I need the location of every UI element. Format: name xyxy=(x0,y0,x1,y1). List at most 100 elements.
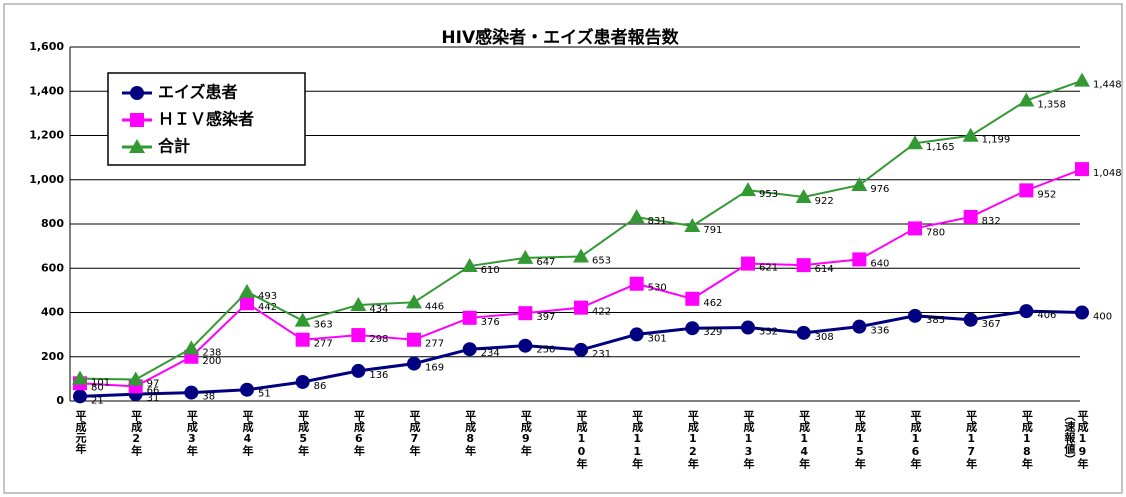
data-label: 169 xyxy=(425,363,444,374)
point xyxy=(72,370,88,385)
x-tick-label: 平成4年 xyxy=(241,410,254,456)
data-label: 1,358 xyxy=(1037,100,1066,111)
data-label: 400 xyxy=(1093,312,1112,323)
y-tick-label: 400 xyxy=(41,306,64,319)
data-label: 397 xyxy=(536,312,555,323)
point xyxy=(908,308,922,323)
point xyxy=(73,389,87,404)
data-label: 953 xyxy=(759,189,778,200)
frame xyxy=(3,3,1123,494)
x-tick-label: 平成12年 xyxy=(686,410,700,469)
data-label: 101 xyxy=(91,378,110,389)
point xyxy=(852,319,867,334)
data-label: 640 xyxy=(870,258,889,269)
data-label: 406 xyxy=(1037,310,1056,321)
data-label: 277 xyxy=(425,339,444,350)
data-label: 97 xyxy=(147,379,160,390)
x-tick-label: 平成18年 xyxy=(1020,410,1034,469)
point xyxy=(741,256,755,271)
data-label: 832 xyxy=(982,216,1001,227)
x-tick-label: 平成14年 xyxy=(797,410,811,469)
x-tick-label: 平成19年（速報値） xyxy=(1063,410,1089,469)
x-tick-label: 平成3年 xyxy=(185,410,199,456)
point xyxy=(518,306,533,321)
point xyxy=(295,332,310,347)
point xyxy=(462,310,477,325)
point xyxy=(574,342,588,357)
data-label: 329 xyxy=(703,327,722,338)
point xyxy=(851,177,868,192)
point xyxy=(239,283,255,298)
point xyxy=(629,276,644,291)
point xyxy=(129,139,145,153)
y-tick-label: 1,200 xyxy=(29,129,64,142)
point xyxy=(295,374,310,389)
point xyxy=(962,127,979,142)
x-tick-label: 平成17年 xyxy=(964,410,978,469)
point xyxy=(963,312,978,327)
point xyxy=(184,385,199,400)
x-tick-label: 平成11年 xyxy=(630,410,644,469)
point xyxy=(795,189,812,204)
data-label: 434 xyxy=(369,304,388,315)
x-tick-label: 平成2年 xyxy=(129,410,143,456)
data-label: 1,199 xyxy=(982,135,1011,146)
point xyxy=(740,182,756,197)
chart-title: HIV感染者・エイズ患者報告数 xyxy=(441,27,679,48)
point xyxy=(183,340,200,355)
point xyxy=(130,86,144,100)
point xyxy=(796,325,811,340)
data-label: 363 xyxy=(314,320,333,331)
y-tick-label: 800 xyxy=(41,217,64,230)
data-label: 51 xyxy=(258,389,271,400)
point xyxy=(127,371,144,386)
point xyxy=(629,327,644,342)
point xyxy=(407,332,421,347)
data-label: 952 xyxy=(1037,189,1056,200)
point xyxy=(1075,305,1089,320)
x-tick-label: 平成15年 xyxy=(853,410,867,469)
data-label: 136 xyxy=(369,370,388,381)
data-label: 385 xyxy=(926,315,945,326)
data-label: 31 xyxy=(147,393,160,404)
point xyxy=(517,249,534,264)
data-label: 976 xyxy=(870,184,889,195)
data-label: 200 xyxy=(202,356,221,367)
point xyxy=(796,258,811,273)
data-label: 332 xyxy=(759,327,778,338)
x-tick-label: 平成元年 xyxy=(74,410,87,454)
point xyxy=(518,338,533,353)
legend-label: 合計 xyxy=(158,137,190,156)
data-label: 462 xyxy=(703,298,722,309)
point xyxy=(240,382,254,397)
x-tick-label: 平成13年 xyxy=(742,410,755,469)
data-label: 308 xyxy=(815,332,834,343)
point xyxy=(461,258,478,273)
x-tick-label: 平成6年 xyxy=(352,410,366,456)
y-tick-label: 1,400 xyxy=(29,84,64,97)
point xyxy=(351,328,366,343)
point xyxy=(628,209,645,224)
x-tick-label: 平成5年 xyxy=(296,410,310,456)
legend-label: エイズ患者 xyxy=(158,83,238,102)
point xyxy=(351,363,366,378)
y-tick-label: 600 xyxy=(41,261,64,274)
data-label: 1,165 xyxy=(926,142,955,153)
data-label: 831 xyxy=(648,216,667,227)
point xyxy=(685,321,700,336)
data-label: 86 xyxy=(314,381,327,392)
data-label: 610 xyxy=(481,265,500,276)
data-label: 234 xyxy=(481,348,500,359)
data-label: 301 xyxy=(648,333,667,344)
point xyxy=(741,320,755,335)
x-tick-label: 平成7年 xyxy=(408,410,421,456)
data-label: 530 xyxy=(648,283,667,294)
point xyxy=(852,252,867,267)
point xyxy=(573,248,589,263)
data-label: 1,448 xyxy=(1093,80,1122,91)
point xyxy=(1075,162,1089,177)
x-tick-label: 平成9年 xyxy=(519,410,533,456)
point xyxy=(684,217,701,232)
data-label: 653 xyxy=(592,256,611,267)
